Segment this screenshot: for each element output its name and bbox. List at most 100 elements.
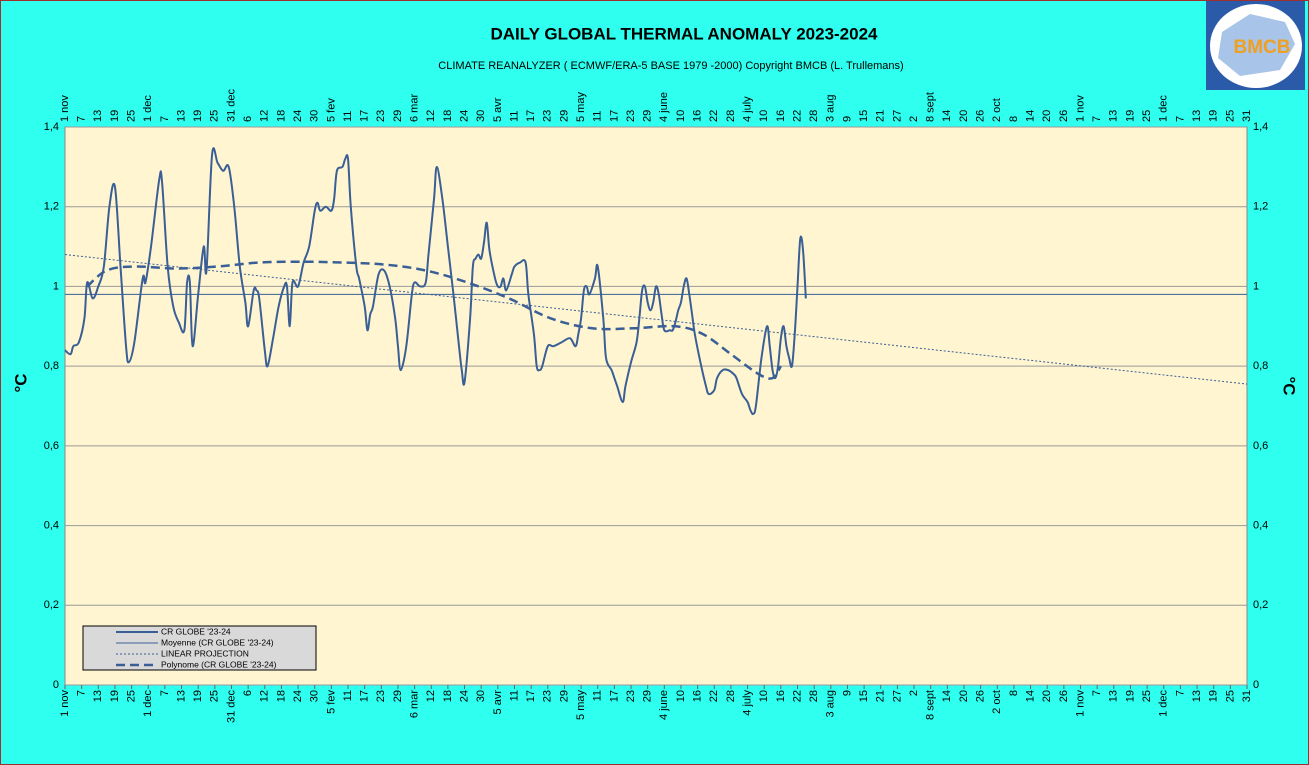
x-top-tick-label: 11	[508, 111, 520, 122]
x-top-tick-label: 5 fev	[325, 98, 337, 122]
x-top-tick-label: 7	[76, 116, 88, 122]
x-top-tick-label: 31 dec	[225, 88, 237, 122]
x-tick-label: 12	[259, 690, 271, 702]
x-top-tick-label: 19	[109, 110, 121, 122]
x-top-tick-label: 19	[1124, 110, 1136, 122]
x-top-tick-label: 12	[259, 110, 271, 122]
x-top-tick-label: 20	[1041, 110, 1053, 122]
x-tick-label: 23	[542, 690, 554, 702]
series-line	[64, 147, 807, 416]
x-tick-label: 18	[275, 690, 287, 702]
x-top-tick-label: 4 june	[658, 92, 670, 122]
x-top-tick-label: 13	[1108, 110, 1120, 122]
x-top-tick-label: 20	[958, 110, 970, 122]
x-top-tick-label: 6 mar	[409, 94, 421, 122]
chart-title: DAILY GLOBAL THERMAL ANOMALY 2023-2024	[490, 24, 878, 43]
x-top-tick-label: 13	[175, 110, 187, 122]
x-top-tick-label: 30	[309, 110, 321, 122]
x-tick-label: 16	[775, 690, 787, 702]
x-top-tick-label: 8	[1008, 116, 1020, 122]
x-top-tick-label: 16	[775, 110, 787, 122]
x-tick-label: 22	[791, 690, 803, 702]
x-top-tick-label: 28	[725, 110, 737, 122]
x-top-tick-label: 5 may	[575, 92, 587, 122]
x-tick-label: 25	[209, 690, 221, 702]
x-tick-label: 11	[508, 690, 520, 701]
x-tick-label: 19	[1124, 690, 1136, 702]
x-tick-label: 14	[941, 690, 953, 702]
x-tick-label: 1 nov	[1074, 690, 1086, 717]
x-top-tick-label: 10	[675, 110, 687, 122]
x-tick-label: 23	[625, 690, 637, 702]
legend-box	[82, 625, 317, 671]
x-tick-label: 28	[725, 690, 737, 702]
x-tick-label: 4 july	[741, 690, 753, 716]
x-tick-label: 13	[1191, 690, 1203, 702]
x-top-tick-label: 23	[542, 110, 554, 122]
x-top-tick-label: 25	[125, 110, 137, 122]
x-tick-label: 1 dec	[142, 690, 154, 717]
x-top-tick-label: 15	[858, 110, 870, 122]
x-tick-label: 7	[1091, 690, 1103, 696]
y2-tick-label: 1,4	[1253, 121, 1268, 133]
x-tick-label: 13	[175, 690, 187, 702]
x-tick-label: 29	[558, 690, 570, 702]
x-tick-label: 13	[92, 690, 104, 702]
y-tick-label: 1	[53, 280, 59, 292]
x-top-tick-label: 17	[525, 110, 537, 122]
x-top-tick-label: 22	[708, 110, 720, 122]
x-top-tick-label: 18	[275, 110, 287, 122]
x-tick-label: 29	[392, 690, 404, 702]
x-tick-label: 26	[1058, 690, 1070, 702]
x-top-tick-label: 23	[375, 110, 387, 122]
x-tick-label: 23	[375, 690, 387, 702]
y-axis-label: °C	[11, 373, 30, 392]
series-line	[86, 260, 782, 380]
x-top-tick-label: 18	[442, 110, 454, 122]
x-top-tick-label: 8 sept	[925, 92, 937, 122]
x-tick-label: 29	[642, 690, 654, 702]
x-tick-label: 19	[109, 690, 121, 702]
x-top-tick-label: 5 avr	[492, 97, 504, 122]
x-tick-label: 18	[442, 690, 454, 702]
x-tick-label: 19	[1208, 690, 1220, 702]
x-top-tick-label: 11	[342, 111, 354, 122]
x-tick-label: 8	[1008, 690, 1020, 696]
x-tick-label: 11	[592, 690, 604, 701]
x-tick-label: 20	[958, 690, 970, 702]
x-top-tick-label: 12	[425, 110, 437, 122]
chart-subtitle: CLIMATE REANALYZER ( ECMWF/ERA-5 BASE 19…	[438, 60, 903, 72]
x-tick-label: 2 oct	[991, 690, 1003, 714]
logo-text: BMCB	[1234, 37, 1291, 58]
legend-label: Polynome (CR GLOBE '23-24)	[161, 659, 277, 669]
x-tick-label: 25	[1224, 690, 1236, 702]
x-top-tick-label: 17	[608, 110, 620, 122]
x-top-tick-label: 14	[1024, 110, 1036, 122]
x-top-tick-label: 25	[209, 110, 221, 122]
x-top-tick-label: 10	[758, 110, 770, 122]
y-tick-label: 0,2	[44, 599, 59, 611]
x-tick-label: 6	[242, 690, 254, 696]
x-top-tick-label: 29	[392, 110, 404, 122]
x-tick-label: 9	[841, 690, 853, 696]
x-top-tick-label: 24	[458, 110, 470, 122]
x-top-tick-label: 19	[1208, 110, 1220, 122]
y2-axis-label: °C	[1280, 376, 1299, 395]
x-tick-label: 28	[808, 690, 820, 702]
legend-label: CR GLOBE '23-24	[161, 626, 231, 636]
x-top-tick-label: 29	[642, 110, 654, 122]
x-tick-label: 14	[1024, 690, 1036, 702]
x-tick-label: 4 june	[658, 690, 670, 720]
y2-tick-label: 0,4	[1253, 519, 1268, 531]
x-top-tick-label: 30	[475, 110, 487, 122]
x-top-tick-label: 9	[841, 116, 853, 122]
x-top-tick-label: 13	[92, 110, 104, 122]
x-tick-label: 6 mar	[409, 690, 421, 718]
x-tick-label: 1 dec	[1158, 690, 1170, 717]
x-tick-label: 17	[608, 690, 620, 702]
x-tick-label: 5 avr	[492, 690, 504, 715]
x-top-tick-label: 6	[242, 116, 254, 122]
x-tick-label: 26	[975, 690, 987, 702]
